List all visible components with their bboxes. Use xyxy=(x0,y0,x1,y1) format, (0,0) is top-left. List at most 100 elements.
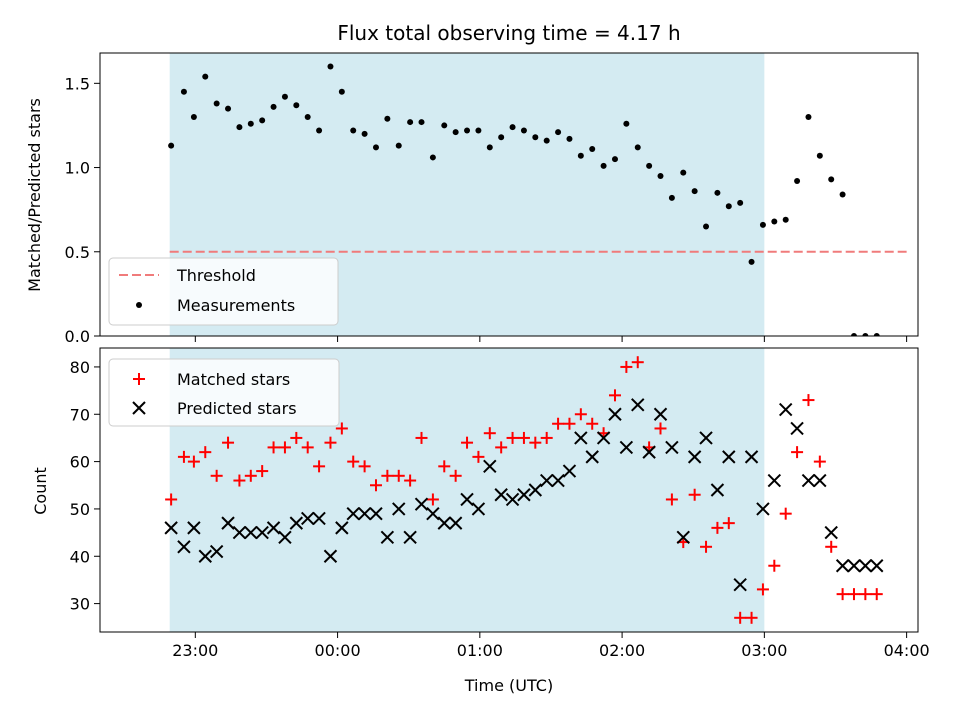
x-stroke-b xyxy=(619,440,634,455)
predicted-point xyxy=(619,440,634,455)
matched-point xyxy=(461,436,474,449)
measurement-point xyxy=(441,122,448,129)
x-stroke-b xyxy=(710,483,725,497)
matched-point xyxy=(290,431,303,444)
x-stroke-b xyxy=(596,431,611,445)
predicted-point xyxy=(687,450,702,464)
predicted-point xyxy=(471,502,486,516)
measurement-point xyxy=(486,144,493,151)
x-stroke-b xyxy=(847,559,861,573)
matched-point xyxy=(495,441,508,454)
x-axis-label: Time (UTC) xyxy=(464,676,553,695)
measurement-point xyxy=(805,114,812,121)
predicted-point xyxy=(221,516,235,530)
measurement-point xyxy=(737,199,744,206)
measurement-point xyxy=(202,73,209,80)
matched-point xyxy=(700,540,713,553)
predicted-point xyxy=(801,473,816,488)
matched-point xyxy=(222,436,235,449)
matched-point xyxy=(608,389,621,402)
measurement-point xyxy=(691,188,698,195)
y-tick-label: 1.5 xyxy=(65,74,90,93)
matched-point xyxy=(631,356,644,369)
x-tick-label: 02:00 xyxy=(599,641,645,660)
x-stroke-b xyxy=(335,521,349,535)
measurement-point xyxy=(759,221,766,228)
x-stroke-b xyxy=(722,450,736,464)
y-tick-label: 0.0 xyxy=(65,327,90,346)
measurement-point xyxy=(623,120,630,127)
measurement-point xyxy=(247,120,254,127)
x-stroke-b xyxy=(767,473,782,488)
x-stroke-b xyxy=(585,450,599,464)
x-stroke-b xyxy=(539,473,554,488)
matched-point xyxy=(688,488,701,501)
matched-point xyxy=(472,450,485,463)
measurement-point xyxy=(350,127,357,134)
x-stroke-b xyxy=(471,502,486,516)
matched-point xyxy=(506,431,519,444)
matched-point xyxy=(802,394,815,407)
matched-point xyxy=(552,417,565,430)
matched-point xyxy=(563,417,576,430)
legend-matched-label: Matched stars xyxy=(177,370,290,389)
plot-area xyxy=(164,356,884,624)
measurement-point xyxy=(304,114,311,121)
predicted-point xyxy=(380,530,395,545)
predicted-point xyxy=(357,506,372,521)
measurement-point xyxy=(316,127,323,134)
matched-point xyxy=(665,493,678,506)
top-y-axis-label: Matched/Predicted stars xyxy=(25,98,44,292)
x-stroke-b xyxy=(801,473,816,488)
measurement-point xyxy=(850,333,857,336)
predicted-point xyxy=(278,530,292,545)
predicted-point xyxy=(403,530,417,545)
x-stroke-b xyxy=(631,398,645,412)
predicted-point xyxy=(232,525,247,540)
x-stroke-b xyxy=(858,559,873,573)
measurement-point xyxy=(475,127,482,134)
predicted-point xyxy=(255,525,269,540)
matched-point xyxy=(722,517,735,530)
predicted-point xyxy=(300,511,315,526)
predicted-point xyxy=(653,407,668,421)
predicted-point xyxy=(244,525,258,540)
legend-predicted-label: Predicted stars xyxy=(177,399,297,418)
y-tick-label: 0.5 xyxy=(65,243,90,262)
x-stroke-b xyxy=(756,502,770,516)
matched-point xyxy=(756,583,769,596)
predicted-point xyxy=(642,445,656,459)
x-stroke-b xyxy=(642,445,656,459)
measurement-point xyxy=(555,129,562,136)
x-stroke-b xyxy=(608,407,622,421)
chart-title: Flux total observing time = 4.17 h xyxy=(337,21,680,45)
matched-point xyxy=(165,493,178,506)
y-tick-label: 40 xyxy=(70,547,90,566)
bottom-panel: 23:00 00:00 01:00 02:00 03:00 04:00 30 40 50 60 70… xyxy=(70,347,930,660)
x-stroke-b xyxy=(198,549,212,563)
predicted-point xyxy=(164,521,178,535)
measurement-point xyxy=(338,88,345,95)
measurement-point xyxy=(418,119,425,126)
predicted-point xyxy=(460,492,474,507)
predicted-point xyxy=(346,506,360,521)
x-stroke-b xyxy=(528,483,543,497)
x-stroke-b xyxy=(380,530,395,545)
predicted-point xyxy=(187,521,201,535)
predicted-point xyxy=(665,440,679,455)
matched-point xyxy=(654,422,667,435)
matched-point xyxy=(358,460,371,473)
measurement-point xyxy=(771,218,778,225)
measurement-point xyxy=(714,189,721,196)
measurement-point xyxy=(225,105,232,112)
measurement-point xyxy=(407,119,414,126)
matched-point xyxy=(392,469,405,482)
predicted-point xyxy=(858,559,873,573)
x-stroke-b xyxy=(665,440,679,455)
matched-point xyxy=(426,493,439,506)
x-stroke-b xyxy=(323,549,338,563)
measurement-point xyxy=(168,142,175,149)
x-stroke-b xyxy=(312,511,326,526)
measurement-point xyxy=(600,162,607,169)
x-tick-label: 00:00 xyxy=(315,641,361,660)
